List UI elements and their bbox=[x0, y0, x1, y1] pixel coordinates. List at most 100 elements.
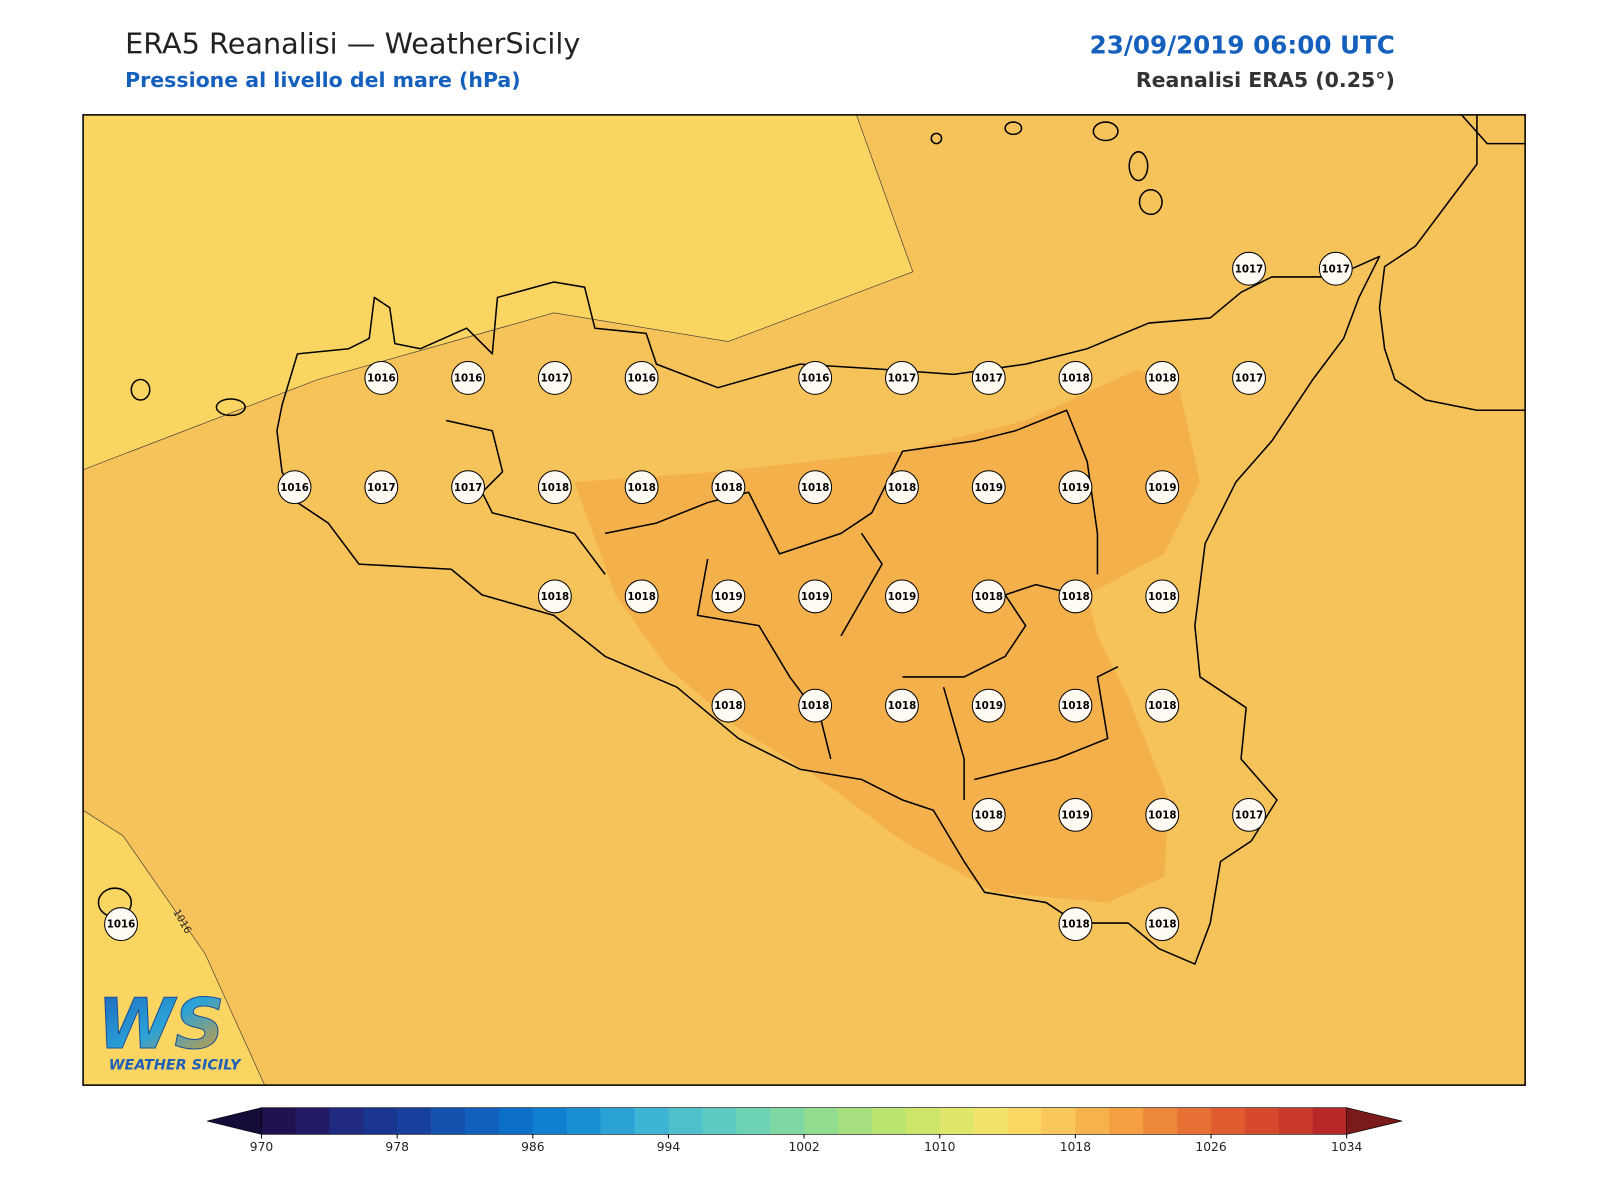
station-marker bbox=[537, 579, 572, 614]
colorbar-tick-label: 1026 bbox=[1195, 1140, 1226, 1154]
station-value: 1018 bbox=[1148, 919, 1177, 931]
colorbar-segment bbox=[702, 1107, 737, 1135]
colorbar-segment bbox=[1075, 1107, 1110, 1135]
station-value: 1016 bbox=[801, 373, 830, 385]
contour-region bbox=[83, 809, 265, 1086]
station-marker bbox=[1145, 470, 1180, 505]
colorbar-segment bbox=[634, 1107, 669, 1135]
island bbox=[1092, 121, 1119, 142]
colorbar-tick-label: 1010 bbox=[924, 1140, 955, 1154]
station-marker bbox=[624, 470, 659, 505]
station-marker bbox=[1058, 688, 1093, 723]
logo-text: WEATHER SICILY bbox=[109, 1058, 242, 1074]
colorbar-segment bbox=[397, 1107, 432, 1135]
colorbar-segment bbox=[1278, 1107, 1314, 1135]
station-marker bbox=[1058, 361, 1093, 395]
source: Reanalisi ERA5 (0.25°) bbox=[1136, 68, 1395, 92]
colorbar-tick-label: 994 bbox=[657, 1140, 681, 1154]
island bbox=[930, 132, 943, 145]
colorbar-segment bbox=[295, 1107, 330, 1135]
subtitle: Pressione al livello del mare (hPa) bbox=[125, 68, 521, 92]
station-value: 1018 bbox=[974, 591, 1003, 603]
station-marker bbox=[798, 361, 833, 395]
colorbar-tick-label: 978 bbox=[385, 1140, 408, 1154]
island bbox=[215, 398, 246, 417]
colorbar-segment bbox=[498, 1107, 534, 1135]
coastline bbox=[1378, 114, 1526, 412]
station-value: 1019 bbox=[888, 591, 917, 603]
station-marker bbox=[798, 470, 833, 505]
colorbar: 970 978 986 994 1002 1010 1018 1026 1034 bbox=[207, 1107, 1403, 1154]
coastline bbox=[1460, 114, 1526, 145]
island bbox=[1004, 121, 1023, 136]
island bbox=[1138, 188, 1163, 216]
island bbox=[1128, 151, 1149, 182]
station-value: 1018 bbox=[801, 482, 830, 494]
station-marker bbox=[537, 470, 572, 505]
station-value: 1016 bbox=[627, 373, 656, 385]
station-marker bbox=[624, 579, 659, 614]
station-value: 1018 bbox=[1148, 373, 1177, 385]
colorbar-tick-label: 1034 bbox=[1331, 1140, 1362, 1154]
colorbar-segment bbox=[566, 1107, 601, 1135]
station-value: 1018 bbox=[541, 591, 570, 603]
station-marker bbox=[1145, 688, 1180, 723]
station-marker bbox=[1058, 797, 1093, 832]
station-value: 1019 bbox=[1148, 482, 1177, 494]
station-marker bbox=[711, 579, 746, 614]
colorbar-segment bbox=[329, 1107, 364, 1135]
island bbox=[130, 378, 151, 401]
station-marker bbox=[971, 688, 1006, 723]
station-value: 1017 bbox=[1235, 263, 1264, 275]
colorbar-segment bbox=[261, 1107, 296, 1135]
station-labels: 1017 1017 1016 1016 1017 1016 1016 1017 1017 1018… bbox=[104, 251, 1353, 942]
colorbar-tick-label: 986 bbox=[521, 1140, 545, 1154]
station-marker bbox=[1232, 251, 1266, 286]
title: ERA5 Reanalisi — WeatherSicily bbox=[125, 26, 580, 60]
station-value: 1018 bbox=[801, 700, 830, 712]
station-value: 1016 bbox=[280, 482, 309, 494]
colorbar-segment bbox=[804, 1107, 839, 1135]
station-marker bbox=[451, 361, 486, 395]
station-value: 1019 bbox=[801, 591, 830, 603]
station-marker bbox=[711, 470, 746, 505]
station-marker bbox=[451, 470, 486, 505]
colorbar-segment bbox=[1244, 1107, 1280, 1135]
colorbar-over bbox=[1346, 1107, 1403, 1135]
station-marker bbox=[1232, 361, 1266, 395]
colorbar-segment bbox=[973, 1107, 1008, 1135]
colorbar-segment bbox=[600, 1107, 635, 1135]
station-value: 1018 bbox=[714, 700, 743, 712]
station-marker bbox=[1232, 797, 1266, 832]
station-value: 1016 bbox=[454, 373, 483, 385]
station-value: 1018 bbox=[1061, 700, 1090, 712]
station-marker bbox=[277, 470, 312, 505]
station-value: 1017 bbox=[454, 482, 483, 494]
station-value: 1018 bbox=[888, 700, 917, 712]
station-value: 1018 bbox=[1061, 373, 1090, 385]
colorbar-segment bbox=[363, 1107, 398, 1135]
station-marker bbox=[885, 688, 919, 723]
colorbar-segment bbox=[1007, 1107, 1042, 1135]
station-marker bbox=[971, 470, 1006, 505]
station-value: 1019 bbox=[974, 700, 1003, 712]
station-marker bbox=[1145, 361, 1180, 395]
station-value: 1018 bbox=[888, 482, 917, 494]
colorbar-segment bbox=[1041, 1107, 1076, 1135]
station-marker bbox=[104, 907, 138, 942]
datetime: 23/09/2019 06:00 UTC bbox=[1090, 30, 1395, 59]
station-marker bbox=[1058, 579, 1093, 614]
colorbar-segment bbox=[1109, 1107, 1144, 1135]
colorbar-segment bbox=[736, 1107, 771, 1135]
colorbar-tick-label: 1002 bbox=[788, 1140, 819, 1154]
station-value: 1016 bbox=[367, 373, 396, 385]
station-value: 1018 bbox=[1061, 919, 1090, 931]
colorbar-tick-label: 1018 bbox=[1060, 1140, 1091, 1154]
station-marker bbox=[1145, 797, 1180, 832]
colorbar-tick-label: 970 bbox=[250, 1140, 273, 1154]
station-value: 1017 bbox=[367, 482, 396, 494]
station-marker bbox=[624, 361, 659, 395]
station-marker bbox=[971, 361, 1006, 395]
station-value: 1018 bbox=[974, 809, 1003, 821]
colorbar-segment bbox=[532, 1107, 568, 1135]
